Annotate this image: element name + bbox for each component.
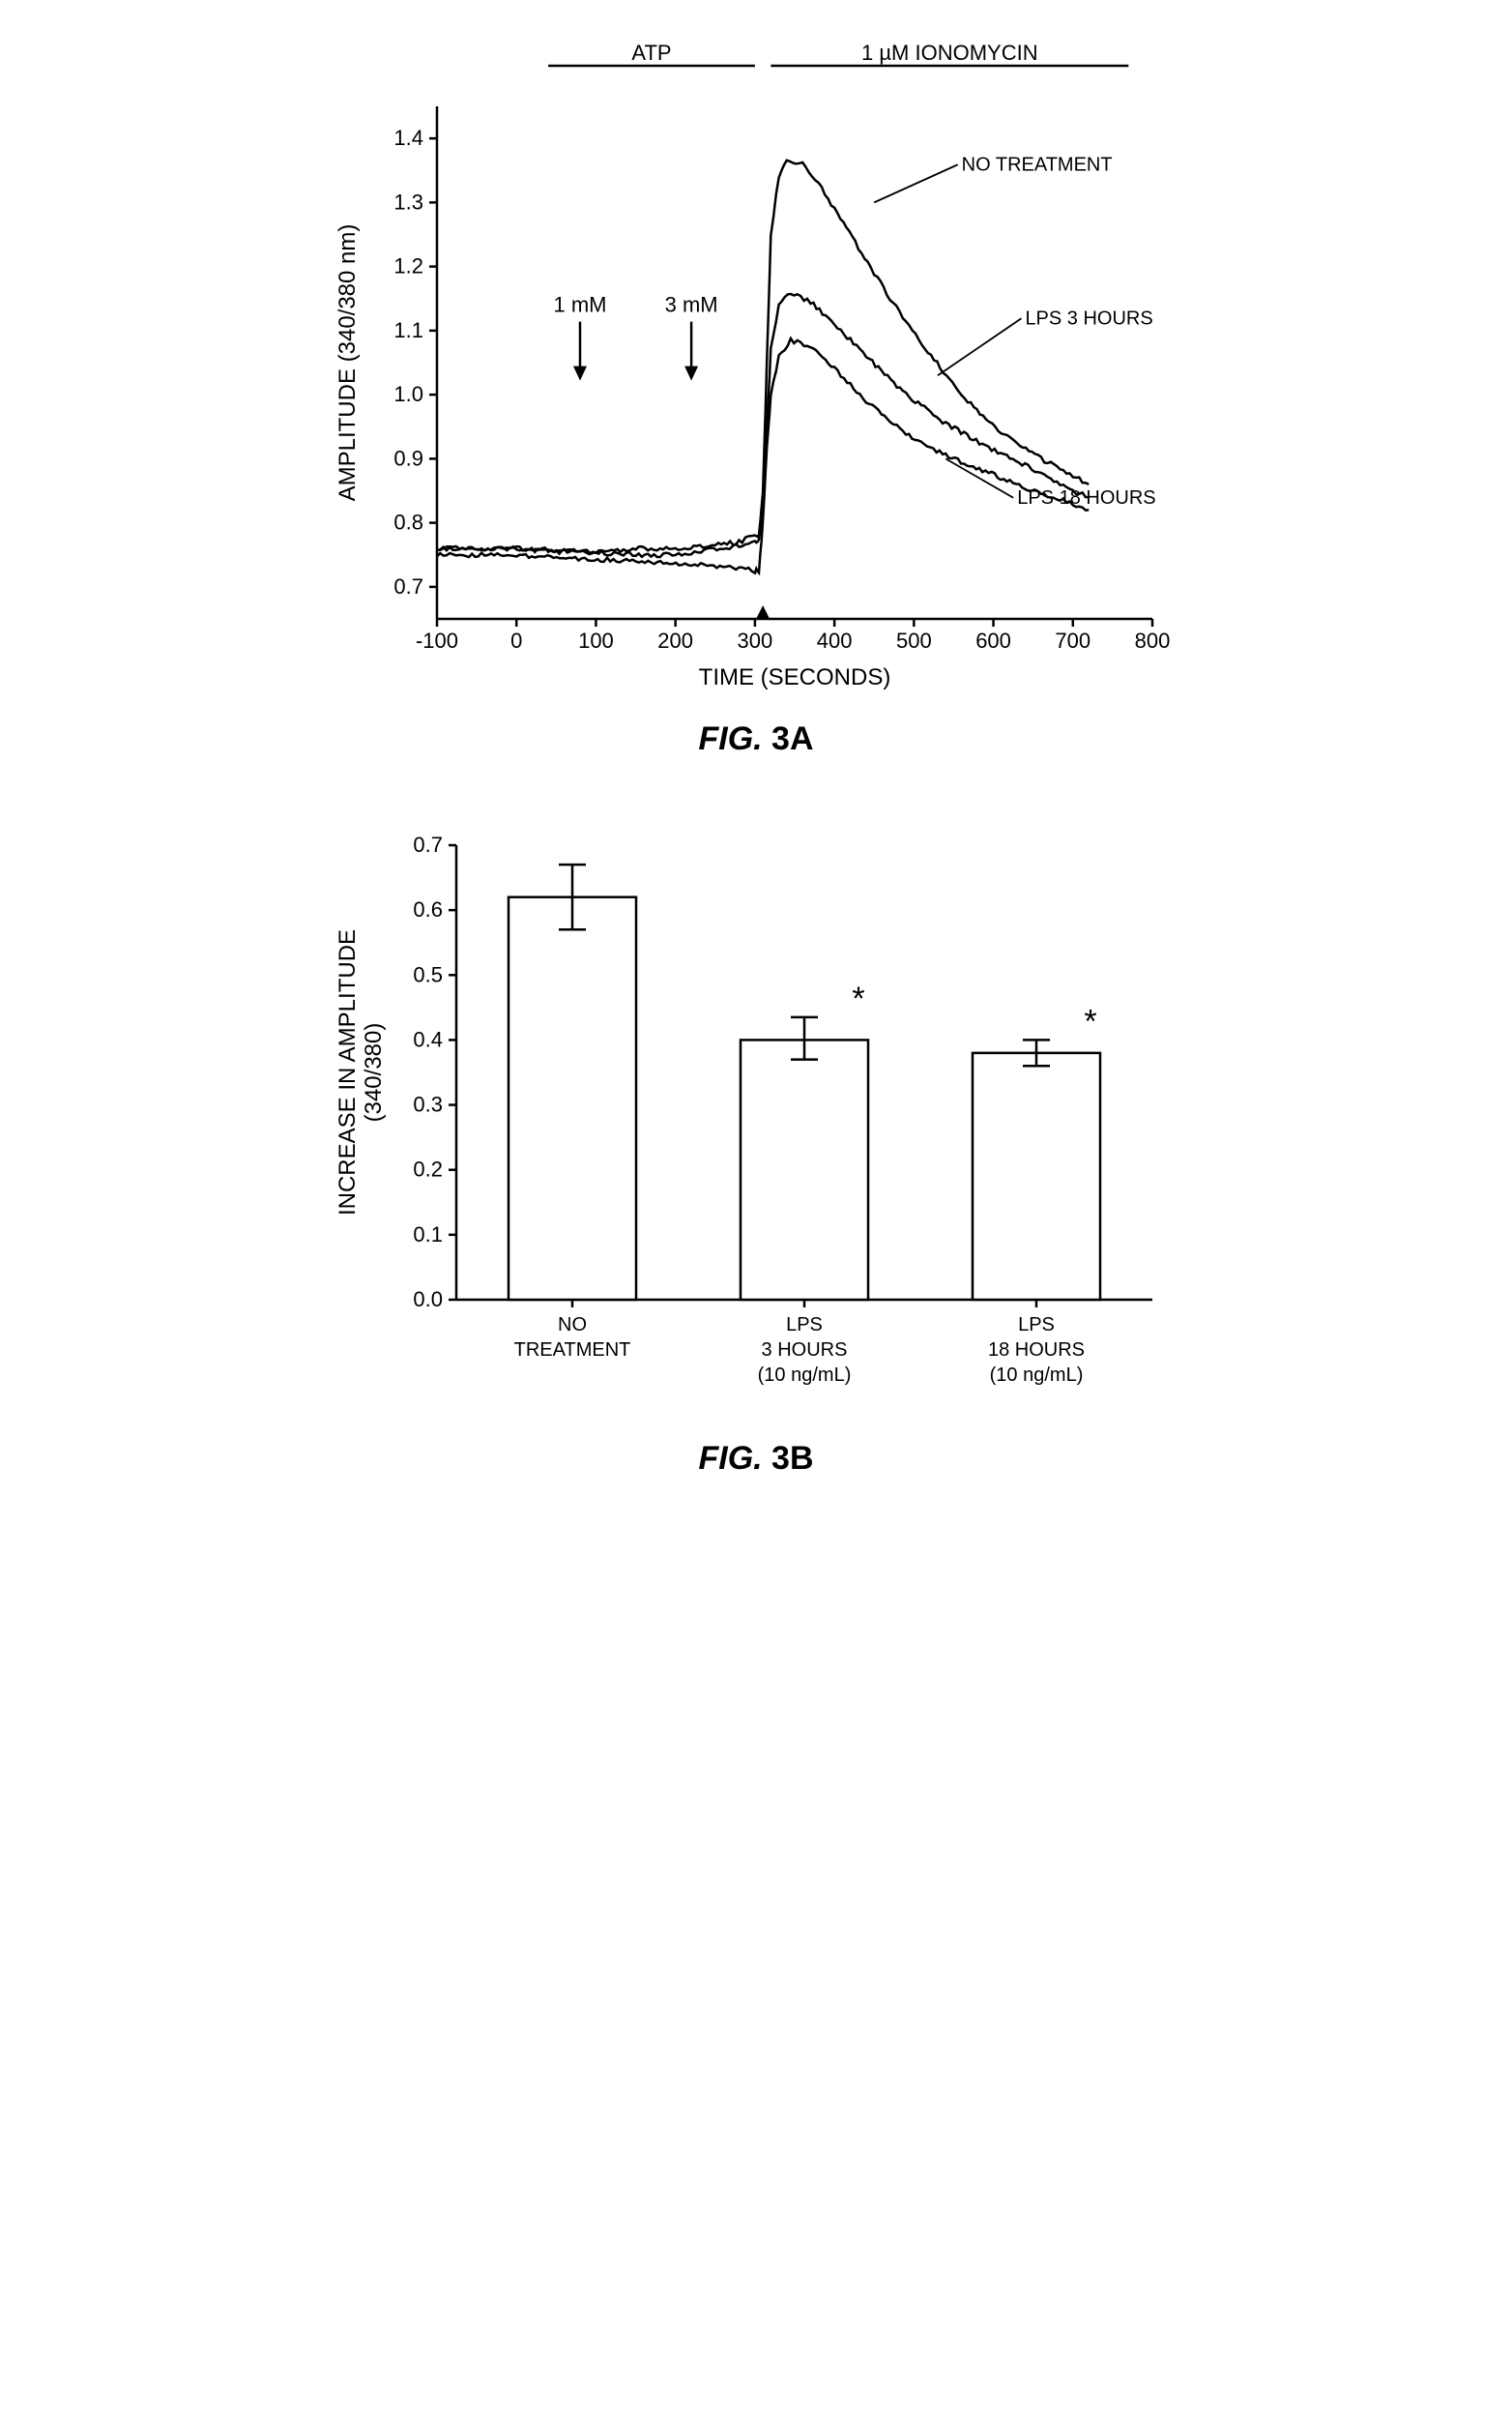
svg-text:INCREASE IN AMPLITUDE: INCREASE IN AMPLITUDE — [334, 929, 361, 1216]
svg-text:0.8: 0.8 — [393, 511, 423, 535]
svg-text:1.2: 1.2 — [393, 254, 423, 279]
svg-text:(10 ng/mL): (10 ng/mL) — [758, 1364, 852, 1386]
fig3a-svg: -100 0 100 200 300 400 500 600 700 800 0.7 0.8 0.9 1.… — [321, 39, 1191, 696]
svg-text:700: 700 — [1055, 629, 1090, 653]
fig3a-caption: FIG. 3A — [321, 720, 1191, 758]
svg-text:-100: -100 — [416, 629, 458, 653]
svg-text:ATP: ATP — [631, 41, 671, 65]
svg-text:*: * — [1084, 1003, 1096, 1040]
fig3b-caption: FIG. 3B — [321, 1440, 1191, 1478]
svg-text:0.5: 0.5 — [413, 962, 443, 986]
svg-text:400: 400 — [817, 629, 853, 653]
svg-text:0.2: 0.2 — [413, 1158, 443, 1182]
svg-text:1 mM: 1 mM — [554, 293, 607, 317]
svg-text:TREATMENT: TREATMENT — [514, 1339, 631, 1361]
svg-text:1.3: 1.3 — [393, 190, 423, 214]
svg-text:100: 100 — [578, 629, 614, 653]
svg-text:LPS 18 HOURS: LPS 18 HOURS — [1017, 487, 1155, 509]
svg-text:NO: NO — [558, 1314, 587, 1335]
svg-text:1.0: 1.0 — [393, 382, 423, 406]
svg-text:600: 600 — [975, 629, 1011, 653]
svg-text:0.1: 0.1 — [413, 1222, 443, 1247]
svg-text:0.9: 0.9 — [393, 446, 423, 470]
svg-text:0.0: 0.0 — [413, 1287, 443, 1311]
fig3b-svg: 0.0 0.1 0.2 0.3 0.4 0.5 0.6 0.7 INCREASE IN AMPL… — [321, 816, 1191, 1416]
svg-text:LPS 3 HOURS: LPS 3 HOURS — [1025, 308, 1152, 329]
svg-text:NO TREATMENT: NO TREATMENT — [962, 154, 1113, 175]
svg-text:LPS: LPS — [1018, 1314, 1055, 1335]
svg-text:AMPLITUDE (340/380 nm): AMPLITUDE (340/380 nm) — [334, 224, 361, 502]
svg-text:1 µM IONOMYCIN: 1 µM IONOMYCIN — [861, 41, 1038, 65]
svg-text:3 mM: 3 mM — [665, 293, 718, 317]
svg-text:500: 500 — [896, 629, 932, 653]
svg-text:1.4: 1.4 — [393, 126, 423, 150]
svg-text:(340/380): (340/380) — [361, 1023, 387, 1123]
svg-text:0.7: 0.7 — [413, 833, 443, 857]
svg-text:1.1: 1.1 — [393, 318, 423, 342]
svg-text:*: * — [852, 981, 864, 1017]
svg-text:0: 0 — [510, 629, 522, 653]
figure-3b: 0.0 0.1 0.2 0.3 0.4 0.5 0.6 0.7 INCREASE IN AMPL… — [321, 816, 1191, 1478]
svg-text:TIME (SECONDS): TIME (SECONDS) — [699, 664, 891, 690]
svg-text:(10 ng/mL): (10 ng/mL) — [990, 1364, 1084, 1386]
svg-text:3 HOURS: 3 HOURS — [762, 1339, 848, 1361]
svg-text:0.3: 0.3 — [413, 1093, 443, 1117]
figure-3a: -100 0 100 200 300 400 500 600 700 800 0.7 0.8 0.9 1.… — [321, 39, 1191, 758]
svg-text:18 HOURS: 18 HOURS — [988, 1339, 1085, 1361]
svg-text:800: 800 — [1135, 629, 1171, 653]
svg-text:200: 200 — [657, 629, 693, 653]
svg-text:0.4: 0.4 — [413, 1027, 443, 1051]
svg-text:0.6: 0.6 — [413, 897, 443, 922]
svg-text:LPS: LPS — [786, 1314, 823, 1335]
svg-text:0.7: 0.7 — [393, 574, 423, 599]
svg-text:300: 300 — [738, 629, 773, 653]
